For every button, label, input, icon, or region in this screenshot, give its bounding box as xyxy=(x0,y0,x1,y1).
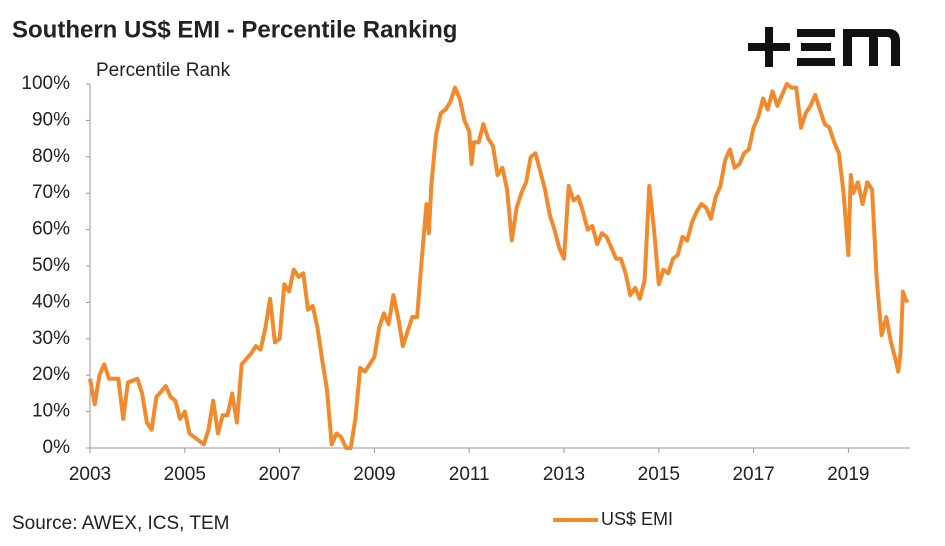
line xyxy=(88,82,910,450)
x-tick-label: 2015 xyxy=(638,464,680,485)
x-tick-label: 2009 xyxy=(353,464,395,485)
y-tick-label: 80% xyxy=(32,146,70,167)
x-tick-label: 2011 xyxy=(449,464,490,485)
x-tick-label: 2007 xyxy=(258,464,300,485)
y-tick-label: 100% xyxy=(21,73,70,94)
y-tick-label: 60% xyxy=(32,219,70,240)
logo xyxy=(748,27,900,67)
y-tick-label: 40% xyxy=(32,291,70,312)
y-tick-label: 20% xyxy=(32,364,70,385)
source: Source: AWEX, ICS, TEM xyxy=(12,513,230,534)
x-tick-label: 2017 xyxy=(732,464,774,485)
x-tick-label: 2013 xyxy=(543,464,585,485)
y-axis-label: Percentile Rank xyxy=(96,60,231,81)
x-tick-label: 2019 xyxy=(827,464,869,485)
x-tick-label: 2003 xyxy=(69,464,111,485)
legend-label: US$ EMI xyxy=(601,509,673,529)
y-tick-label: 30% xyxy=(32,328,70,349)
y-tick-label: 90% xyxy=(32,109,70,130)
y-tick-label: 70% xyxy=(32,182,70,203)
y-tick-label: 10% xyxy=(32,401,70,422)
y-tick-label: 50% xyxy=(32,255,70,276)
chart-title: Southern US$ EMI - Percentile Ranking xyxy=(12,16,457,43)
x-tick-label: 2005 xyxy=(164,464,206,485)
y-tick-label: 0% xyxy=(43,437,71,458)
